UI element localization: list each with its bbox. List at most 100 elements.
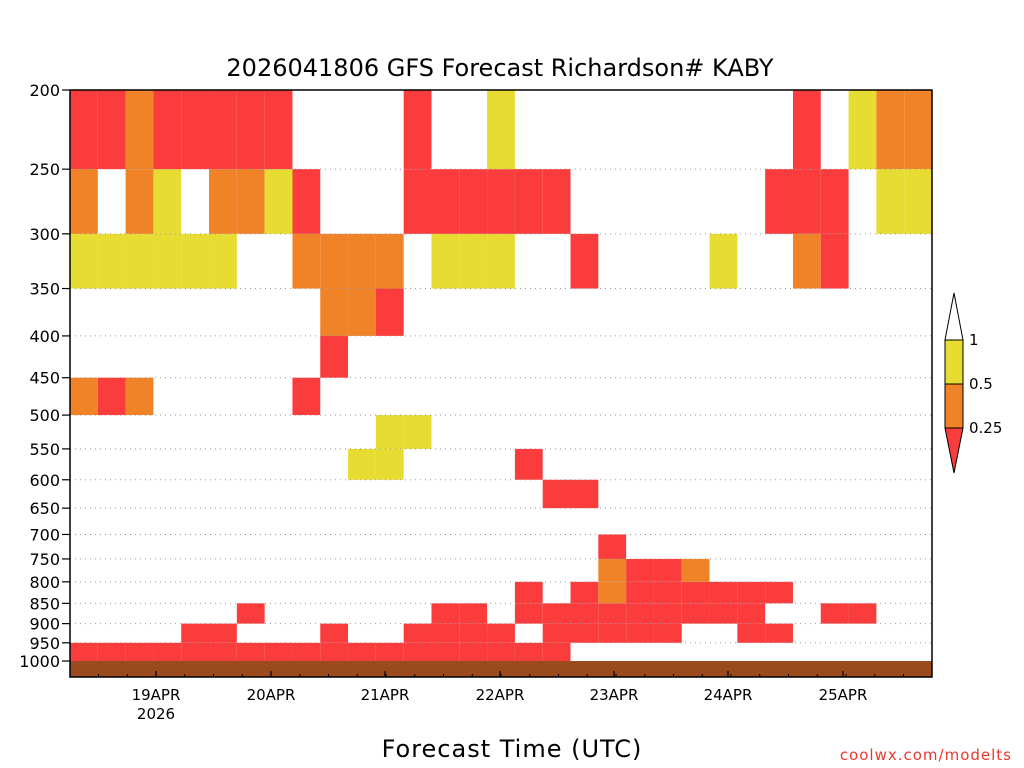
colorbar-top-arrow bbox=[944, 292, 964, 341]
x-tick-label: 23APR bbox=[590, 686, 639, 704]
richardson-cell bbox=[348, 233, 376, 289]
richardson-cell bbox=[209, 169, 237, 234]
y-tick-label: 700 bbox=[29, 525, 60, 544]
x-axis-ticks: 19APR 20APR 21APR 22APR 23APR 24APR 25APR bbox=[98, 671, 904, 704]
richardson-cell bbox=[181, 233, 210, 289]
y-tick-label: 300 bbox=[29, 225, 60, 244]
richardson-cell bbox=[737, 623, 766, 643]
richardson-cell bbox=[737, 603, 766, 624]
richardson-cell bbox=[292, 377, 321, 416]
richardson-cell bbox=[570, 603, 599, 624]
colorbar-segment bbox=[944, 383, 964, 429]
richardson-cell bbox=[97, 377, 126, 416]
x-axis-year-label: 2026 bbox=[137, 705, 175, 723]
x-axis-title: Forecast Time (UTC) bbox=[382, 735, 643, 763]
richardson-cell bbox=[70, 169, 98, 234]
richardson-cell bbox=[459, 169, 488, 234]
richardson-cell bbox=[653, 581, 682, 604]
richardson-cell bbox=[209, 642, 237, 661]
y-tick-label: 500 bbox=[29, 406, 60, 425]
plot-area bbox=[70, 90, 932, 661]
richardson-cell bbox=[848, 603, 877, 624]
richardson-cell bbox=[70, 233, 98, 289]
richardson-cell bbox=[236, 169, 265, 234]
richardson-cell bbox=[97, 90, 126, 170]
y-tick-label: 250 bbox=[29, 160, 60, 179]
richardson-cell bbox=[626, 623, 654, 643]
richardson-cell bbox=[181, 642, 210, 661]
richardson-cell bbox=[375, 233, 404, 289]
richardson-cell bbox=[570, 479, 599, 509]
richardson-cell bbox=[375, 288, 404, 336]
credit-text: coolwx.com/modelts bbox=[840, 746, 1012, 764]
richardson-cell bbox=[348, 448, 376, 480]
richardson-cell bbox=[820, 603, 849, 624]
richardson-cell bbox=[320, 288, 349, 336]
richardson-cell bbox=[292, 169, 321, 234]
richardson-cell bbox=[904, 90, 932, 170]
richardson-cell bbox=[125, 642, 154, 661]
richardson-cell bbox=[626, 603, 654, 624]
richardson-cell bbox=[570, 623, 599, 643]
richardson-cell bbox=[848, 90, 877, 170]
richardson-cell bbox=[653, 558, 682, 582]
y-tick-label: 950 bbox=[29, 634, 60, 653]
colorbar-bottom-arrow bbox=[944, 427, 964, 474]
richardson-cell bbox=[542, 623, 571, 643]
richardson-cell bbox=[514, 642, 543, 661]
richardson-cell bbox=[292, 233, 321, 289]
richardson-cell bbox=[375, 415, 404, 449]
richardson-cell bbox=[125, 169, 154, 234]
ground-strip bbox=[70, 661, 932, 677]
richardson-cell bbox=[348, 642, 376, 661]
richardson-cell bbox=[125, 233, 154, 289]
richardson-cell bbox=[598, 581, 627, 604]
richardson-cell bbox=[375, 642, 404, 661]
richardson-cell bbox=[459, 603, 488, 624]
richardson-cell bbox=[765, 581, 793, 604]
richardson-cell bbox=[97, 642, 126, 661]
richardson-cell bbox=[570, 581, 599, 604]
richardson-cell bbox=[153, 90, 182, 170]
richardson-cell bbox=[264, 169, 293, 234]
richardson-cell bbox=[403, 642, 432, 661]
richardson-cell bbox=[125, 377, 154, 416]
richardson-cell bbox=[626, 581, 654, 604]
richardson-cell bbox=[514, 581, 543, 604]
richardson-cell bbox=[403, 623, 432, 643]
richardson-cell bbox=[431, 603, 460, 624]
richardson-cell bbox=[653, 603, 682, 624]
richardson-cell bbox=[765, 169, 793, 234]
richardson-cell bbox=[514, 603, 543, 624]
richardson-cell bbox=[153, 233, 182, 289]
x-tick-label: 19APR bbox=[132, 686, 181, 704]
y-tick-label: 1000 bbox=[19, 652, 60, 671]
richardson-cell bbox=[181, 623, 210, 643]
y-tick-label: 900 bbox=[29, 615, 60, 634]
richardson-cell bbox=[542, 169, 571, 234]
richardson-cell bbox=[431, 623, 460, 643]
richardson-cell bbox=[264, 90, 293, 170]
richardson-cell bbox=[209, 623, 237, 643]
y-tick-label: 800 bbox=[29, 573, 60, 592]
richardson-cell bbox=[514, 448, 543, 480]
richardson-cell bbox=[487, 233, 515, 289]
chart-title: 2026041806 GFS Forecast Richardson# KABY bbox=[226, 54, 774, 82]
richardson-cell bbox=[598, 534, 627, 559]
richardson-cell bbox=[431, 642, 460, 661]
richardson-cell bbox=[70, 377, 98, 416]
richardson-cell bbox=[681, 603, 710, 624]
x-tick-label: 24APR bbox=[704, 686, 753, 704]
richardson-cell bbox=[653, 623, 682, 643]
richardson-cell bbox=[876, 90, 905, 170]
y-tick-label: 350 bbox=[29, 280, 60, 299]
x-tick-label: 25APR bbox=[819, 686, 868, 704]
richardson-cell bbox=[320, 623, 349, 643]
richardson-cell bbox=[375, 448, 404, 480]
y-tick-label: 200 bbox=[29, 81, 60, 100]
richardson-cell bbox=[459, 642, 488, 661]
y-tick-label: 400 bbox=[29, 327, 60, 346]
richardson-cell bbox=[97, 233, 126, 289]
richardson-cell bbox=[125, 90, 154, 170]
